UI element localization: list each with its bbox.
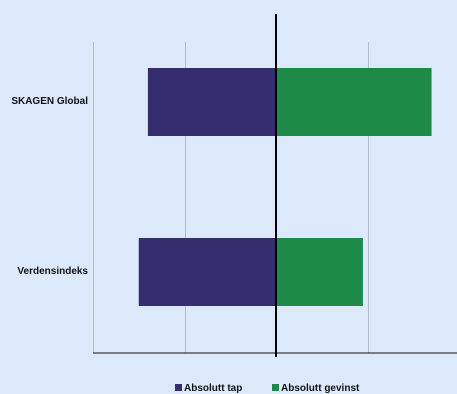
legend: Absolutt tap Absolutt gevinst	[175, 383, 360, 394]
legend-swatch-absolutt-tap	[175, 384, 182, 391]
bars	[138, 68, 432, 306]
bar-absolutt-tap-skagen-global	[147, 68, 276, 136]
legend-swatch-absolutt-gevinst	[272, 384, 279, 391]
legend-label-absolutt-gevinst: Absolutt gevinst	[281, 383, 360, 394]
legend-label-absolutt-tap: Absolutt tap	[184, 383, 242, 394]
bar-absolutt-gevinst-verdensindeks	[276, 238, 363, 306]
bar-absolutt-tap-verdensindeks	[138, 238, 276, 306]
category-label-skagen-global: SKAGEN Global	[11, 96, 88, 107]
category-label-verdensindeks: Verdensindeks	[17, 266, 88, 277]
bar-absolutt-gevinst-skagen-global	[276, 68, 432, 136]
